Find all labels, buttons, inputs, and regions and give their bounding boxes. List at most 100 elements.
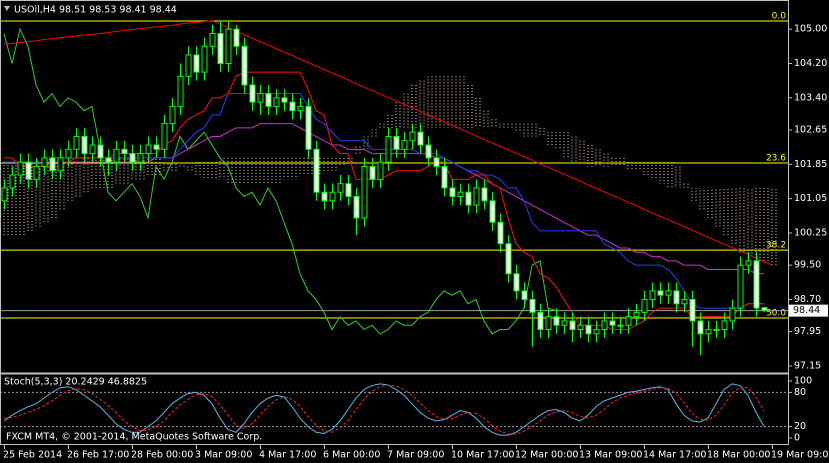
candle-body xyxy=(321,191,328,202)
stoch-tick-label: 0 xyxy=(794,433,800,444)
candle-body xyxy=(377,161,384,180)
y-tick-label: 103.40 xyxy=(794,92,827,103)
candle-body xyxy=(129,153,136,163)
candle-body xyxy=(745,260,752,266)
candle-body xyxy=(713,329,720,332)
x-tick-label: 25 Feb 2014 xyxy=(3,450,62,461)
candle-body xyxy=(417,131,424,146)
candle-body xyxy=(337,183,344,193)
candle-body xyxy=(433,157,440,167)
candle-body xyxy=(89,144,96,155)
candle-body xyxy=(625,316,632,326)
candle-body xyxy=(761,307,768,312)
candle-body xyxy=(257,93,264,103)
indicator-title: Stoch(5,3,3) 20.2429 46.8825 xyxy=(4,377,147,388)
fib-label: 0.0 xyxy=(772,12,787,22)
candle-body xyxy=(153,144,160,150)
candle-body xyxy=(529,298,536,313)
y-tick-label: 104.20 xyxy=(794,58,827,69)
candle-body xyxy=(681,298,688,305)
candle-body xyxy=(249,84,256,103)
stoch-tick-label: 80 xyxy=(794,387,806,398)
candle-body xyxy=(305,105,312,150)
candle-body xyxy=(513,273,520,292)
x-tick-label: 14 Mar 17:00 xyxy=(643,450,706,461)
candle-body xyxy=(577,324,584,331)
indicator-line xyxy=(3,383,765,436)
candle-body xyxy=(233,28,240,47)
candle-body xyxy=(113,148,120,163)
x-tick-label: 28 Feb 00:00 xyxy=(131,450,193,461)
y-tick-label: 97.15 xyxy=(794,360,821,371)
candle-body xyxy=(649,290,656,300)
symbol-icon xyxy=(4,6,10,11)
y-tick-label: 101.05 xyxy=(794,193,827,204)
candle-body xyxy=(177,75,184,107)
candle-body xyxy=(169,105,176,125)
candle-body xyxy=(401,140,408,150)
candle-body xyxy=(673,290,680,305)
indicator-line xyxy=(3,384,765,435)
candle-body xyxy=(193,54,200,73)
watermark: FXCM MT4, © 2001-2014, MetaQuotes Softwa… xyxy=(6,432,262,443)
candle-body xyxy=(33,165,40,180)
candle-body xyxy=(409,131,416,142)
candle-body xyxy=(441,165,448,189)
candle-body xyxy=(425,144,432,159)
candle-body xyxy=(537,311,544,331)
candle-body xyxy=(289,101,296,112)
candle-body xyxy=(217,32,224,65)
candle-body xyxy=(489,200,496,223)
y-tick-label: 100.25 xyxy=(794,227,827,238)
candle-body xyxy=(161,123,168,150)
candle-body xyxy=(593,329,600,335)
candle-body xyxy=(617,324,624,327)
candle-body xyxy=(569,320,576,331)
candle-body xyxy=(641,298,648,313)
fib-label: 23.6 xyxy=(766,154,786,164)
stochastic-panel xyxy=(0,383,788,436)
stoch-tick-label: 20 xyxy=(794,421,806,432)
candle-body xyxy=(473,187,480,206)
candle-body xyxy=(353,196,360,219)
candle-body xyxy=(737,264,744,309)
candle-body xyxy=(561,320,568,326)
x-tick-label: 12 Mar 00:00 xyxy=(515,450,578,461)
candle-body xyxy=(145,144,152,155)
candle-body xyxy=(553,316,560,326)
x-tick-label: 3 Mar 09:00 xyxy=(195,450,252,461)
x-tick-label: 4 Mar 17:00 xyxy=(259,450,316,461)
candle-body xyxy=(753,260,760,309)
x-tick-label: 13 Mar 09:00 xyxy=(579,450,642,461)
candle-body xyxy=(185,54,192,77)
candle-body xyxy=(585,324,592,335)
candle-body xyxy=(121,148,128,155)
candle-body xyxy=(721,320,728,331)
candle-body xyxy=(545,316,552,331)
candle-body xyxy=(665,290,672,296)
candle-body xyxy=(449,187,456,198)
y-tick-label: 101.85 xyxy=(794,159,827,170)
candle-body xyxy=(137,153,144,163)
candle-body xyxy=(57,157,64,172)
candle-body xyxy=(329,191,336,202)
candle-body xyxy=(361,165,368,219)
candle-body xyxy=(481,187,488,202)
candle-body xyxy=(657,290,664,296)
candle-body xyxy=(49,157,56,172)
candle-body xyxy=(25,161,32,180)
candle-body xyxy=(609,320,616,326)
y-tick-label: 105.00 xyxy=(794,24,827,35)
candle-body xyxy=(41,157,48,167)
candle-body xyxy=(201,45,208,73)
candle-body xyxy=(9,174,16,189)
candle-body xyxy=(601,320,608,331)
candle-body xyxy=(697,320,704,335)
candle-body xyxy=(689,298,696,322)
candle-body xyxy=(505,243,512,275)
candle-body xyxy=(1,187,8,202)
candle-body xyxy=(81,135,88,155)
main-panel: 0.0 23.6 38.2 50.0 xyxy=(0,12,788,356)
